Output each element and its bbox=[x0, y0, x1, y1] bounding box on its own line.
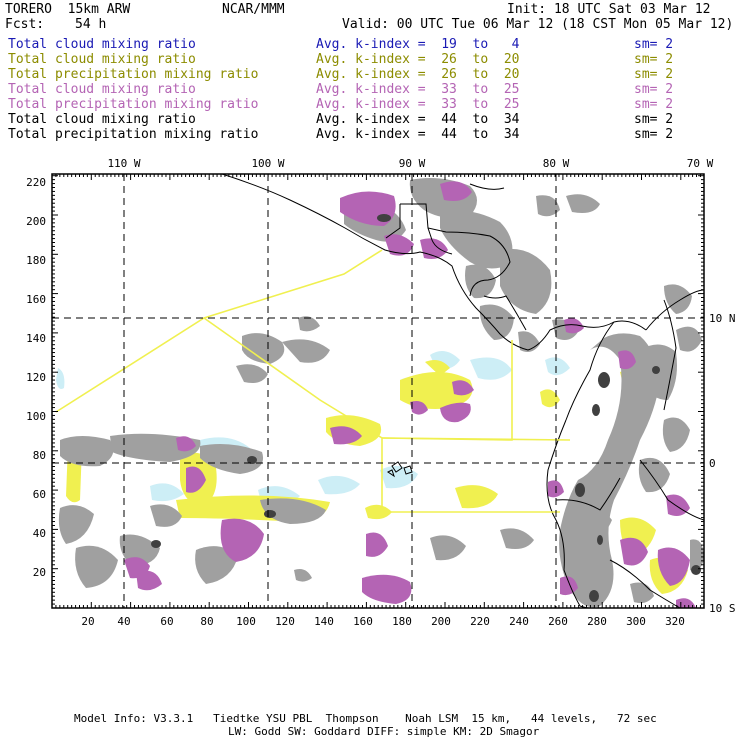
y-tick-label: 40 bbox=[33, 527, 46, 540]
yellow-boundary-lines bbox=[55, 249, 571, 513]
legend-smooth: sm= 2 bbox=[634, 82, 674, 97]
footer-model-info: Model Info: V3.3.1 Tiedtke YSU PBL Thomp… bbox=[74, 712, 657, 725]
axis-ticks bbox=[51, 174, 704, 609]
legend-smooth: sm= 2 bbox=[634, 52, 674, 67]
x-tick-label: 160 bbox=[353, 615, 373, 628]
cyan-cloud-areas bbox=[56, 351, 570, 507]
legend-smooth: sm= 2 bbox=[634, 112, 674, 127]
y-tick-label: 80 bbox=[33, 449, 46, 462]
y-tick-label: 200 bbox=[26, 215, 46, 228]
x-tick-label: 120 bbox=[275, 615, 295, 628]
x-tick-label: 60 bbox=[160, 615, 173, 628]
legend-field: Total precipitation mixing ratio bbox=[8, 127, 259, 142]
x-tick-label: 40 bbox=[117, 615, 130, 628]
dark-cloud-cores bbox=[151, 214, 701, 602]
legend-kindex: Avg. k-index = 26 to 20 bbox=[316, 52, 520, 67]
x-tick-label: 260 bbox=[548, 615, 568, 628]
x-tick-label: 80 bbox=[200, 615, 213, 628]
x-tick-label: 140 bbox=[314, 615, 334, 628]
legend-kindex: Avg. k-index = 26 to 20 bbox=[316, 67, 520, 82]
lat-label: 10 N bbox=[709, 312, 736, 325]
legend-field: Total cloud mixing ratio bbox=[8, 52, 196, 67]
lon-label: 80 W bbox=[543, 157, 570, 170]
x-tick-label: 280 bbox=[587, 615, 607, 628]
x-tick-label: 240 bbox=[509, 615, 529, 628]
x-tick-label: 20 bbox=[81, 615, 94, 628]
y-tick-label: 160 bbox=[26, 293, 46, 306]
lon-label: 90 W bbox=[399, 157, 426, 170]
forecast-hour: 54 h bbox=[75, 17, 107, 32]
legend-kindex: Avg. k-index = 19 to 4 bbox=[316, 37, 520, 52]
y-tick-label: 220 bbox=[26, 176, 46, 189]
valid-time: Valid: 00 UTC Tue 06 Mar 12 (18 CST Mon … bbox=[342, 17, 734, 32]
y-tick-label: 20 bbox=[33, 566, 46, 579]
legend-smooth: sm= 2 bbox=[634, 97, 674, 112]
legend-field: Total cloud mixing ratio bbox=[8, 37, 196, 52]
lon-label: 70 W bbox=[687, 157, 714, 170]
lat-label: 10 S bbox=[709, 602, 736, 615]
legend-kindex: Avg. k-index = 33 to 25 bbox=[316, 82, 520, 97]
coastlines bbox=[221, 173, 705, 609]
legend-kindex: Avg. k-index = 33 to 25 bbox=[316, 97, 520, 112]
legend-smooth: sm= 2 bbox=[634, 67, 674, 82]
forecast-label: Fcst: bbox=[5, 17, 45, 32]
x-tick-label: 320 bbox=[665, 615, 685, 628]
legend-smooth: sm= 2 bbox=[634, 37, 674, 52]
y-tick-label: 120 bbox=[26, 371, 46, 384]
x-tick-label: 100 bbox=[236, 615, 256, 628]
x-tick-label: 300 bbox=[626, 615, 646, 628]
legend-kindex: Avg. k-index = 44 to 34 bbox=[316, 127, 520, 142]
lat-label: 0 bbox=[709, 457, 716, 470]
y-tick-label: 60 bbox=[33, 488, 46, 501]
model-name: TORERO 15km ARW bbox=[5, 2, 131, 17]
y-tick-label: 140 bbox=[26, 332, 46, 345]
footer-physics-info: LW: Godd SW: Goddard DIFF: simple KM: 2D… bbox=[228, 725, 540, 738]
lon-label: 110 W bbox=[107, 157, 140, 170]
y-tick-label: 180 bbox=[26, 254, 46, 267]
lon-label: 100 W bbox=[251, 157, 284, 170]
legend-kindex: Avg. k-index = 44 to 34 bbox=[316, 112, 520, 127]
legend-field: Total cloud mixing ratio bbox=[8, 112, 196, 127]
x-tick-label: 200 bbox=[431, 615, 451, 628]
galapagos-islands bbox=[387, 461, 413, 478]
y-tick-label: 100 bbox=[26, 410, 46, 423]
legend-field: Total cloud mixing ratio bbox=[8, 82, 196, 97]
legend-field: Total precipitation mixing ratio bbox=[8, 67, 259, 82]
x-tick-label: 180 bbox=[392, 615, 412, 628]
legend-field: Total precipitation mixing ratio bbox=[8, 97, 259, 112]
lat-lon-gridlines bbox=[52, 174, 704, 608]
x-tick-label: 220 bbox=[470, 615, 490, 628]
organization: NCAR/MMM bbox=[222, 2, 285, 17]
init-time: Init: 18 UTC Sat 03 Mar 12 bbox=[507, 2, 711, 17]
legend-smooth: sm= 2 bbox=[634, 127, 674, 142]
